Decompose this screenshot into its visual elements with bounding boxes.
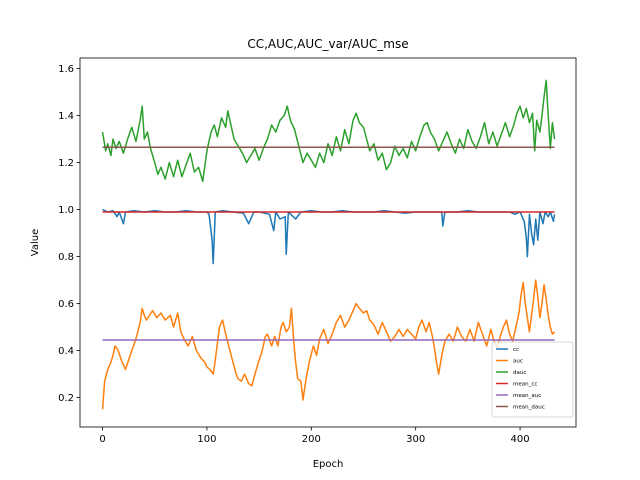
series-line-dauc	[101, 79, 556, 183]
y-tick-label-1-2: 1.2	[58, 158, 74, 169]
x-axis-label: Epoch	[313, 459, 344, 470]
x-tick-label-100: 100	[197, 434, 216, 445]
legend-label-mean-cc: mean_cc	[513, 382, 537, 388]
y-tick-label-1: 1.0	[58, 205, 74, 216]
y-tick-label-1-6: 1.6	[58, 64, 74, 75]
legend-label-mean-auc: mean_auc	[513, 393, 541, 399]
axes-layer: 0 100 200 300 400 0.2 0.4 0.6 0.8 1.0 1.2 1.4 1.6	[58, 64, 530, 445]
x-tick-label-200: 200	[302, 434, 321, 445]
y-tick-label-0-8: 0.8	[58, 252, 74, 263]
y-tick-label-0-6: 0.6	[58, 299, 74, 310]
chart-title: CC,AUC,AUC_var/AUC_mse	[247, 37, 408, 51]
y-tick-label-1-4: 1.4	[58, 111, 74, 122]
y-tick-label-0-2: 0.2	[58, 393, 74, 404]
legend: cc auc dauc mean_cc mean_auc mean_dauc	[491, 341, 574, 418]
legend-label-mean-dauc: mean_dauc	[513, 405, 545, 411]
y-axis-label: Value	[30, 229, 41, 256]
legend-box	[491, 341, 574, 418]
y-tick-label-0-4: 0.4	[58, 346, 74, 357]
x-tick-label-300: 300	[406, 434, 425, 445]
x-tick-label-400: 400	[511, 434, 530, 445]
legend-label-dauc: dauc	[513, 370, 526, 376]
x-tick-label-0: 0	[99, 434, 105, 445]
series-layer	[101, 79, 556, 410]
plot-frame	[79, 57, 577, 428]
legend-label-cc: cc	[513, 347, 519, 353]
legend-label-auc: auc	[513, 359, 523, 365]
